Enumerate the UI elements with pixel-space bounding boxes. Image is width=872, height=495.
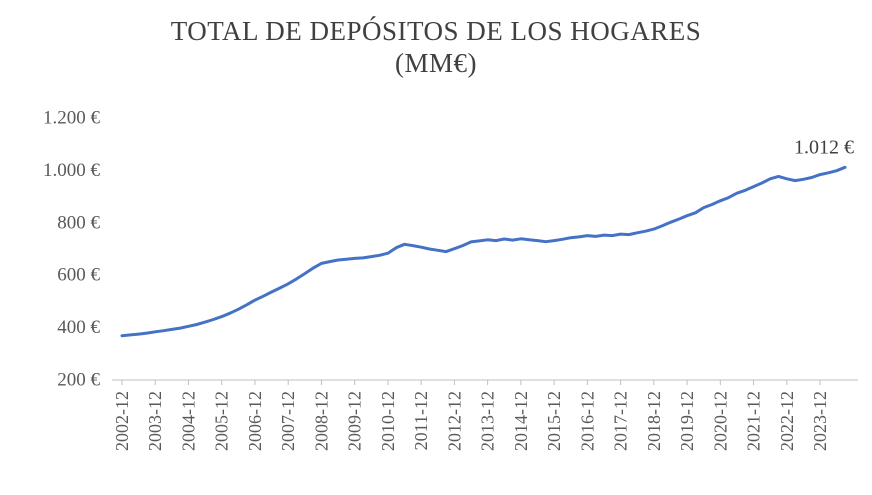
deposits-series-line xyxy=(120,165,847,338)
y-axis-label: 600 € xyxy=(57,265,100,286)
y-axis-label: 800 € xyxy=(57,212,100,233)
y-axis-label: 400 € xyxy=(57,317,100,338)
y-axis-label: 1.200 € xyxy=(43,108,101,129)
x-axis-label: 2015-12 xyxy=(544,391,564,451)
x-axis-label: 2021-12 xyxy=(744,391,764,451)
x-axis-label: 2019-12 xyxy=(677,391,697,451)
x-axis-label: 2010-12 xyxy=(378,391,398,451)
last-point-data-label: 1.012 € xyxy=(794,136,854,158)
x-axis-label: 2003-12 xyxy=(145,391,165,451)
y-axis-label: 1.000 € xyxy=(43,160,101,181)
x-axis-label: 2013-12 xyxy=(478,391,498,451)
x-axis-label: 2004-12 xyxy=(178,391,198,451)
x-axis-label: 2008-12 xyxy=(311,391,331,451)
chart-title-line2: (MM€) xyxy=(395,47,477,78)
x-axis-label: 2005-12 xyxy=(212,391,232,451)
x-axis-label: 2007-12 xyxy=(278,391,298,451)
x-axis-label: 2002-12 xyxy=(112,391,132,451)
x-axis-label: 2020-12 xyxy=(710,391,730,451)
x-axis-label: 2009-12 xyxy=(345,391,365,451)
x-axis-label: 2022-12 xyxy=(777,391,797,451)
x-axis-label: 2023-12 xyxy=(810,391,830,451)
x-axis-label: 2011-12 xyxy=(411,391,431,450)
x-axis-label: 2018-12 xyxy=(644,391,664,451)
chart-title-line1: TOTAL DE DEPÓSITOS DE LOS HOGARES xyxy=(170,16,702,46)
y-axis-label: 200 € xyxy=(57,370,100,391)
x-axis-label: 2014-12 xyxy=(511,391,531,451)
x-axis-label: 2006-12 xyxy=(245,391,265,451)
chart-title: TOTAL DE DEPÓSITOS DE LOS HOGARES (MM€) xyxy=(0,16,872,80)
x-axis-label: 2016-12 xyxy=(577,391,597,451)
x-axis-label: 2017-12 xyxy=(611,391,631,451)
x-axis-label: 2012-12 xyxy=(444,391,464,451)
